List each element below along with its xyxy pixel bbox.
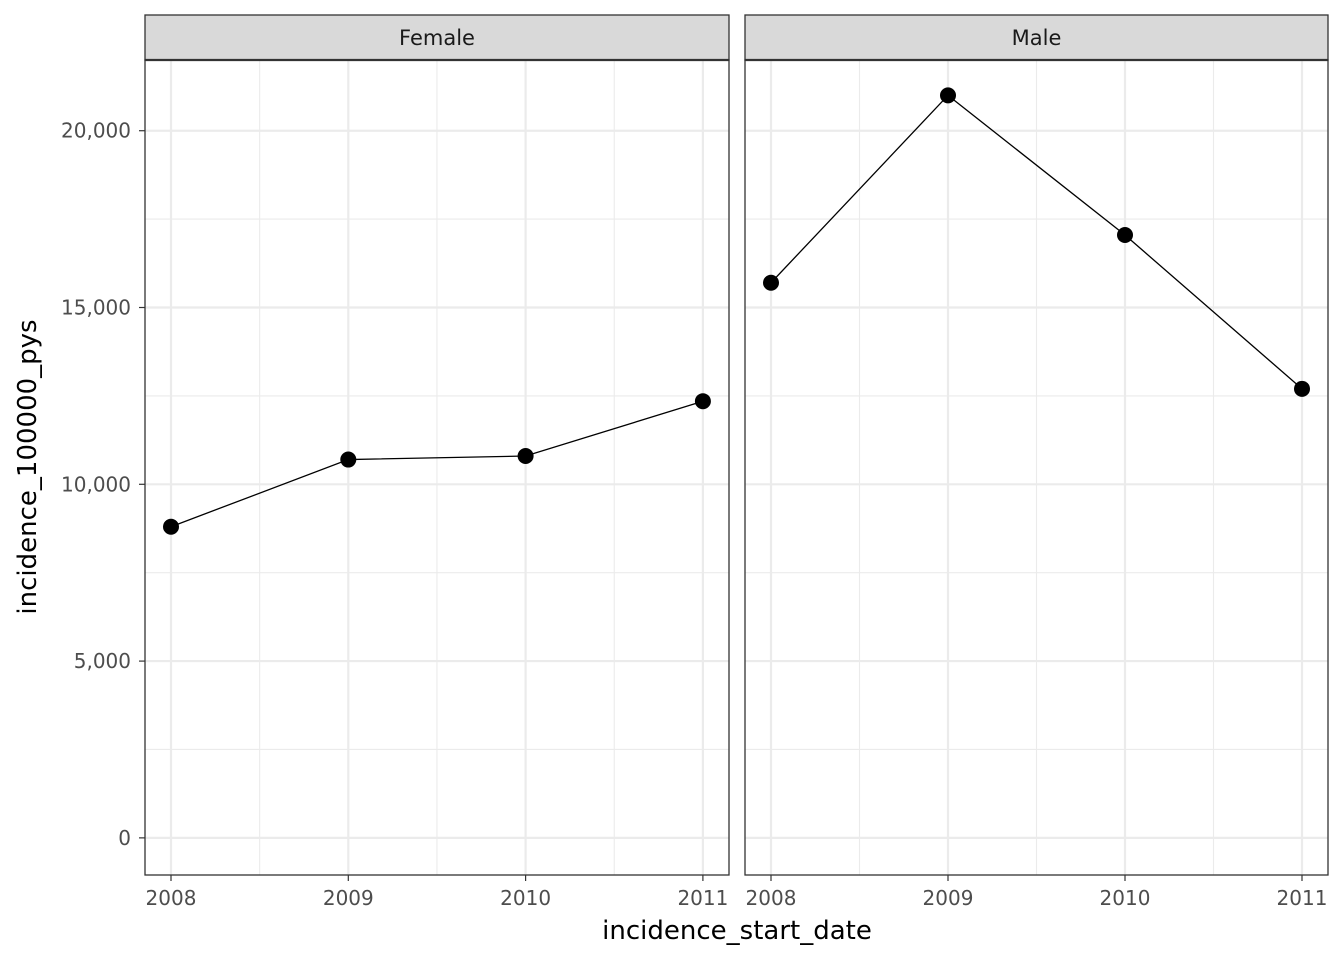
data-point — [763, 274, 779, 291]
x-tick-label: 2010 — [500, 886, 551, 910]
data-point — [694, 393, 711, 410]
series-line — [770, 94, 1303, 390]
x-tick-label: 2011 — [677, 886, 728, 910]
data-point — [340, 451, 357, 468]
data-point — [517, 448, 534, 465]
y-tick-label: 20,000 — [61, 119, 131, 143]
facet-strip-label: Female — [399, 26, 475, 50]
data-point — [163, 518, 179, 535]
y-tick-label: 5,000 — [74, 649, 131, 673]
data-point — [1294, 380, 1310, 397]
x-tick-label: 2008 — [746, 886, 797, 910]
x-tick-label: 2008 — [146, 886, 197, 910]
y-axis: 0 5,000 10,000 15,000 20,000 — [61, 119, 145, 850]
panel-female: Female 2008 2009 2010 2011 — [144, 14, 730, 910]
data-point — [1117, 227, 1133, 244]
series-line — [170, 400, 704, 528]
y-tick-label: 0 — [118, 826, 131, 850]
y-tick-label: 15,000 — [61, 296, 131, 320]
y-tick-label: 10,000 — [61, 472, 131, 496]
data-point — [940, 87, 956, 104]
x-tick-label: 2009 — [323, 886, 374, 910]
x-axis-title: incidence_start_date — [602, 916, 872, 946]
x-tick-label: 2010 — [1100, 886, 1151, 910]
facet-strip-label: Male — [1012, 26, 1062, 50]
x-tick-label: 2011 — [1277, 886, 1328, 910]
panel-male: Male 2008 2009 2010 2011 — [744, 14, 1329, 910]
x-tick-label: 2009 — [923, 886, 974, 910]
panels-layer: Female 2008 2009 2010 2011 Male 2008 2009 2010 20… — [144, 14, 1329, 910]
y-axis-title: incidence_100000_pys — [13, 319, 43, 614]
facet-strip — [144, 14, 730, 61]
